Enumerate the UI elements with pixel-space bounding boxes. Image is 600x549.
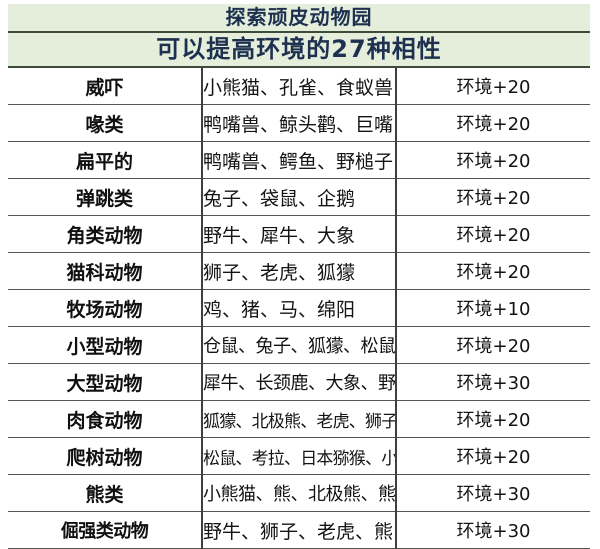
animals-cell: 狮子、老虎、狐獴 [202,252,397,290]
trait-cell: 肉食动物 [8,400,203,438]
effect-cell: 环境+20 [396,104,590,142]
animals-cell: 仓鼠、兔子、狐獴、松鼠 [202,326,397,364]
animals-cell: 犀牛、长颈鹿、大象、野牛 [202,363,397,401]
subtitle-row: 可以提高环境的27种相性 [8,32,590,68]
table-row: 扁平的 鸭嘴兽、鳄鱼、野槌子 环境+20 [8,141,590,179]
compatibility-table: 探索顽皮动物园 可以提高环境的27种相性 威吓 小熊猫、孔雀、食蚁兽 环境+20… [8,4,590,549]
trait-cell: 弹跳类 [8,178,203,216]
table-row: 大型动物 犀牛、长颈鹿、大象、野牛 环境+30 [8,363,590,401]
page-subtitle: 可以提高环境的27种相性 [8,32,590,68]
table-row: 喙类 鸭嘴兽、鲸头鹳、巨嘴 环境+20 [8,104,590,142]
animals-cell: 小熊猫、孔雀、食蚁兽 [202,66,397,105]
animals-cell: 兔子、袋鼠、企鹅 [202,178,397,216]
animals-cell: 鸭嘴兽、鲸头鹳、巨嘴 [202,104,397,142]
trait-cell: 熊类 [8,474,203,512]
animals-cell: 狐獴、北极熊、老虎、狮子、鬣狗 [202,400,397,438]
effect-cell: 环境+30 [396,474,590,512]
trait-cell: 威吓 [8,66,203,105]
effect-cell: 环境+20 [396,326,590,364]
trait-cell: 扁平的 [8,141,203,179]
animals-cell: 小熊猫、熊、北极熊、熊猫 [202,474,397,512]
effect-cell: 环境+20 [396,437,590,475]
table-row: 熊类 小熊猫、熊、北极熊、熊猫 环境+30 [8,474,590,512]
animals-cell: 松鼠、考拉、日本猕猴、小熊猫 [202,437,397,475]
table-row: 角类动物 野牛、犀牛、大象 环境+20 [8,215,590,253]
trait-cell: 喙类 [8,104,203,142]
effect-cell: 环境+20 [396,252,590,290]
title-row: 探索顽皮动物园 [8,4,590,33]
effect-cell: 环境+20 [396,141,590,179]
trait-cell: 角类动物 [8,215,203,253]
table-row: 猫科动物 狮子、老虎、狐獴 环境+20 [8,252,590,290]
animals-cell: 鸭嘴兽、鳄鱼、野槌子 [202,141,397,179]
animals-cell: 野牛、犀牛、大象 [202,215,397,253]
table-row: 爬树动物 松鼠、考拉、日本猕猴、小熊猫 环境+20 [8,437,590,475]
trait-cell: 倔强类动物 [8,511,203,549]
table-row: 小型动物 仓鼠、兔子、狐獴、松鼠 环境+20 [8,326,590,364]
table-row: 牧场动物 鸡、猪、马、绵阳 环境+10 [8,289,590,327]
trait-cell: 爬树动物 [8,437,203,475]
table-body: 探索顽皮动物园 可以提高环境的27种相性 威吓 小熊猫、孔雀、食蚁兽 环境+20… [8,4,590,549]
effect-cell: 环境+20 [396,66,590,105]
trait-cell: 大型动物 [8,363,203,401]
trait-cell: 牧场动物 [8,289,203,327]
effect-cell: 环境+20 [396,178,590,216]
page-title: 探索顽皮动物园 [8,4,590,33]
effect-cell: 环境+30 [396,363,590,401]
trait-cell: 猫科动物 [8,252,203,290]
table-row: 弹跳类 兔子、袋鼠、企鹅 环境+20 [8,178,590,216]
animals-cell: 鸡、猪、马、绵阳 [202,289,397,327]
effect-cell: 环境+20 [396,215,590,253]
effect-cell: 环境+10 [396,289,590,327]
effect-cell: 环境+20 [396,400,590,438]
table-row: 肉食动物 狐獴、北极熊、老虎、狮子、鬣狗 环境+20 [8,400,590,438]
table-row: 威吓 小熊猫、孔雀、食蚁兽 环境+20 [8,66,590,105]
trait-cell: 小型动物 [8,326,203,364]
